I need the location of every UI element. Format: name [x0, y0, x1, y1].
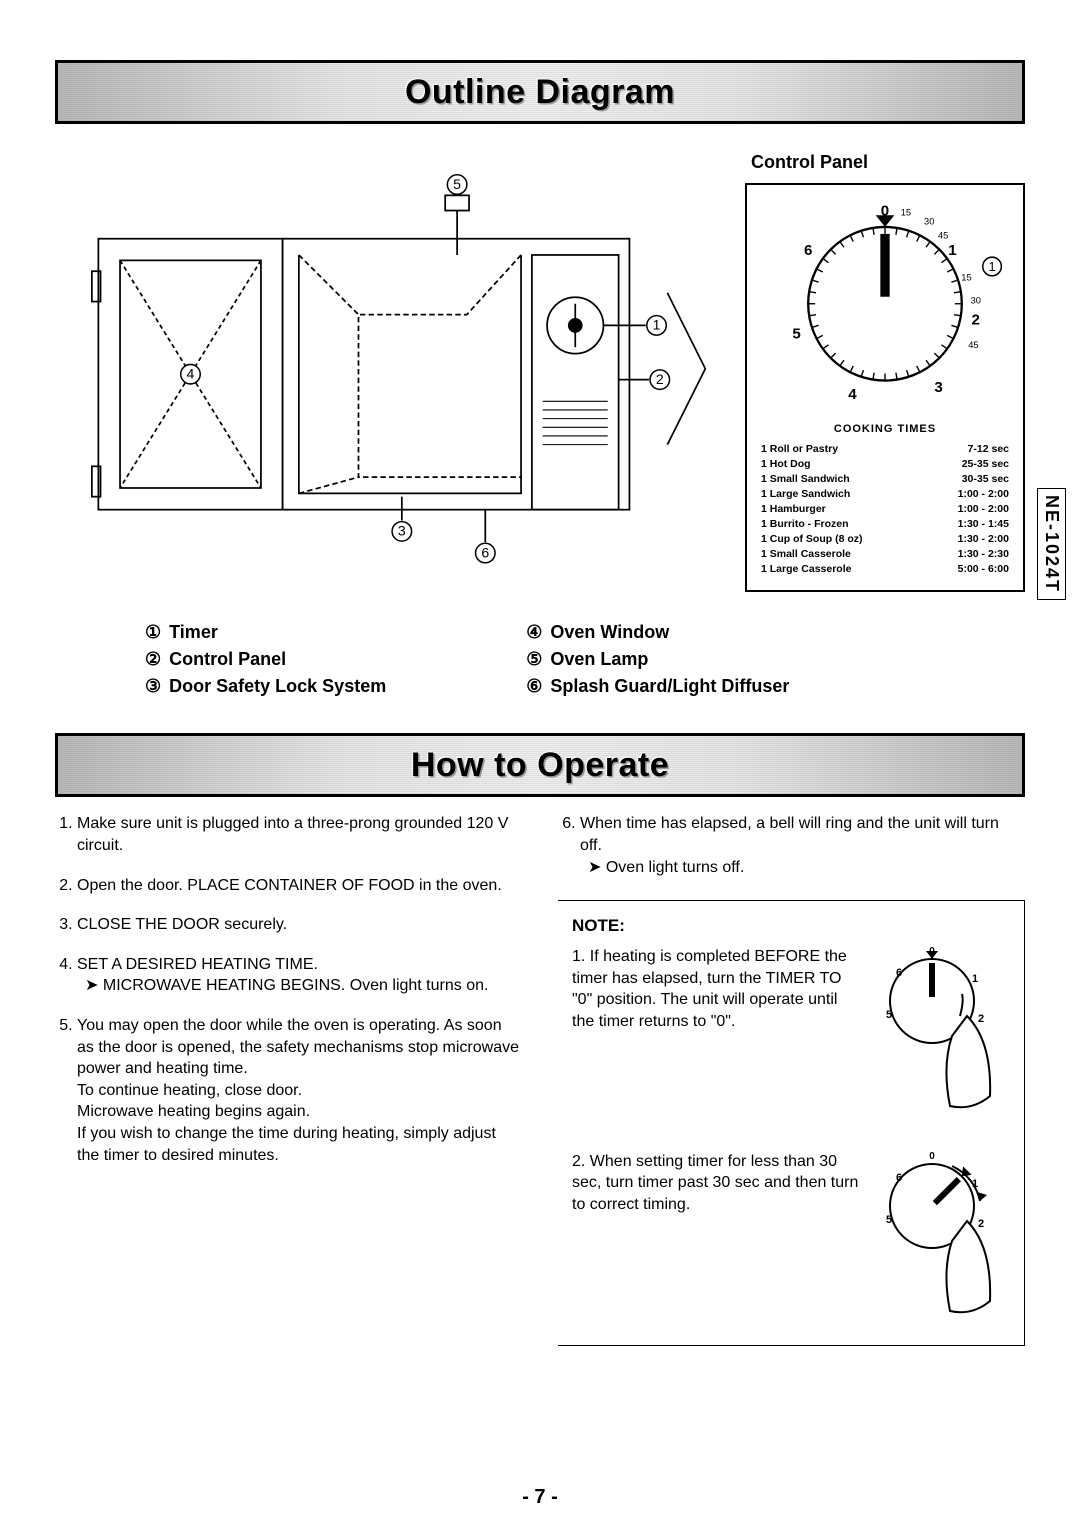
control-panel-box: 0 1 2 3 4 5 6 15 30 45 15 30 45 1	[745, 183, 1025, 592]
note-2-text: 2. When setting timer for less than 30 s…	[572, 1151, 860, 1216]
svg-text:1: 1	[988, 259, 995, 274]
step-6-sub: Oven light turns off.	[580, 857, 1025, 879]
note-2-body: When setting timer for less than 30 sec,…	[572, 1153, 858, 1213]
svg-text:2: 2	[978, 1013, 984, 1025]
svg-text:2: 2	[972, 312, 980, 329]
legend-column-1: ①Timer ②Control Panel ③Door Safety Lock Sy…	[145, 622, 386, 697]
svg-text:15: 15	[901, 207, 911, 217]
cooking-time-row: 1 Small Casserole1:30 - 2:30	[757, 546, 1013, 561]
step-5: You may open the door while the oven is …	[77, 1015, 522, 1166]
cooking-times-title: COOKING TIMES	[757, 423, 1013, 435]
svg-text:5: 5	[886, 1214, 892, 1226]
parts-legend: ①Timer ②Control Panel ③Door Safety Lock Sy…	[55, 622, 1025, 697]
legend-item: ⑤Oven Lamp	[526, 649, 789, 670]
svg-text:6: 6	[896, 1172, 902, 1184]
outline-title: Outline Diagram	[405, 73, 675, 112]
cooking-time-row: 1 Large Sandwich1:00 - 2:00	[757, 486, 1013, 501]
operate-columns: Make sure unit is plugged into a three-p…	[55, 813, 1025, 1346]
svg-text:3: 3	[934, 379, 942, 396]
svg-text:4: 4	[848, 386, 857, 403]
legend-item: ②Control Panel	[145, 649, 386, 670]
model-number-tab: NE-1024T	[1037, 488, 1066, 600]
cooking-time-row: 1 Small Sandwich30-35 sec	[757, 471, 1013, 486]
svg-text:4: 4	[187, 366, 195, 382]
svg-text:6: 6	[804, 242, 812, 259]
cooking-time-row: 1 Burrito - Frozen1:30 - 1:45	[757, 516, 1013, 531]
svg-text:45: 45	[968, 340, 978, 350]
svg-text:3: 3	[398, 523, 406, 539]
cooking-time-row: 1 Hamburger1:00 - 2:00	[757, 501, 1013, 516]
page-number: - 7 -	[0, 1486, 1080, 1509]
svg-text:0: 0	[929, 946, 935, 957]
outline-header: Outline Diagram	[55, 60, 1025, 124]
svg-text:0: 0	[881, 202, 889, 219]
microwave-line-drawing: 1 2 3 4 5 6	[55, 152, 727, 564]
svg-text:30: 30	[971, 296, 981, 306]
step-4: SET A DESIRED HEATING TIME.MICROWAVE HEA…	[77, 954, 522, 997]
cooking-time-row: 1 Roll or Pastry7-12 sec	[757, 441, 1013, 456]
step-1: Make sure unit is plugged into a three-p…	[77, 813, 522, 856]
cooking-times-table: 1 Roll or Pastry7-12 sec1 Hot Dog25-35 s…	[757, 441, 1013, 576]
svg-text:5: 5	[792, 326, 800, 343]
legend-item: ⑥Splash Guard/Light Diffuser	[526, 676, 789, 697]
svg-text:45: 45	[938, 231, 948, 241]
legend-item: ④Oven Window	[526, 622, 789, 643]
note-title: NOTE:	[572, 915, 1012, 938]
cooking-time-row: 1 Hot Dog25-35 sec	[757, 456, 1013, 471]
operate-title: How to Operate	[411, 746, 669, 785]
control-panel-heading: Control Panel	[751, 152, 1025, 173]
operate-header: How to Operate	[55, 733, 1025, 797]
legend-column-2: ④Oven Window ⑤Oven Lamp ⑥Splash Guard/Ligh…	[526, 622, 789, 697]
timer-dial: 0 1 2 3 4 5 6 15 30 45 15 30 45 1	[757, 199, 1013, 408]
svg-text:6: 6	[896, 967, 902, 979]
svg-text:1: 1	[948, 242, 956, 259]
diagram-row: 1 2 3 4 5 6 Control Panel 0	[55, 152, 1025, 592]
oven-diagram: 1 2 3 4 5 6	[55, 152, 727, 569]
step-6: When time has elapsed, a bell will ring …	[580, 813, 1025, 878]
svg-text:0: 0	[929, 1151, 935, 1162]
svg-text:5: 5	[453, 176, 461, 192]
step-6-text: When time has elapsed, a bell will ring …	[580, 815, 999, 854]
svg-text:5: 5	[886, 1009, 892, 1021]
step-2: Open the door. PLACE CONTAINER OF FOOD i…	[77, 875, 522, 897]
svg-text:1: 1	[972, 973, 978, 985]
control-panel-column: Control Panel 0 1 2 3 4 5 6	[745, 152, 1025, 592]
step-3: CLOSE THE DOOR securely.	[77, 914, 522, 936]
note-box: NOTE: 1. If heating is completed BEFORE …	[558, 900, 1025, 1346]
svg-text:2: 2	[978, 1218, 984, 1230]
legend-item: ①Timer	[145, 622, 386, 643]
note-1-body: If heating is completed BEFORE the timer…	[572, 948, 847, 1030]
svg-text:2: 2	[656, 371, 664, 387]
operate-section: How to Operate Make sure unit is plugged…	[55, 733, 1025, 1346]
dial-thumb-2: 0 6 5 1 2	[872, 1151, 1012, 1328]
cooking-time-row: 1 Large Casserole5:00 - 6:00	[757, 561, 1013, 576]
legend-item: ③Door Safety Lock System	[145, 676, 386, 697]
svg-text:15: 15	[961, 272, 971, 282]
dial-thumb-1: 0 6 5 1 2	[872, 946, 1012, 1123]
svg-text:30: 30	[924, 217, 934, 227]
note-1-text: 1. If heating is completed BEFORE the ti…	[572, 946, 860, 1032]
operate-left-col: Make sure unit is plugged into a three-p…	[55, 813, 522, 1346]
operate-right-col: When time has elapsed, a bell will ring …	[558, 813, 1025, 1346]
svg-text:1: 1	[653, 317, 661, 333]
step-4-sub: MICROWAVE HEATING BEGINS. Oven light tur…	[77, 975, 522, 997]
note-row-2: 2. When setting timer for less than 30 s…	[572, 1151, 1012, 1328]
svg-text:6: 6	[481, 544, 489, 560]
cooking-time-row: 1 Cup of Soup (8 oz)1:30 - 2:00	[757, 531, 1013, 546]
note-row-1: 1. If heating is completed BEFORE the ti…	[572, 946, 1012, 1123]
